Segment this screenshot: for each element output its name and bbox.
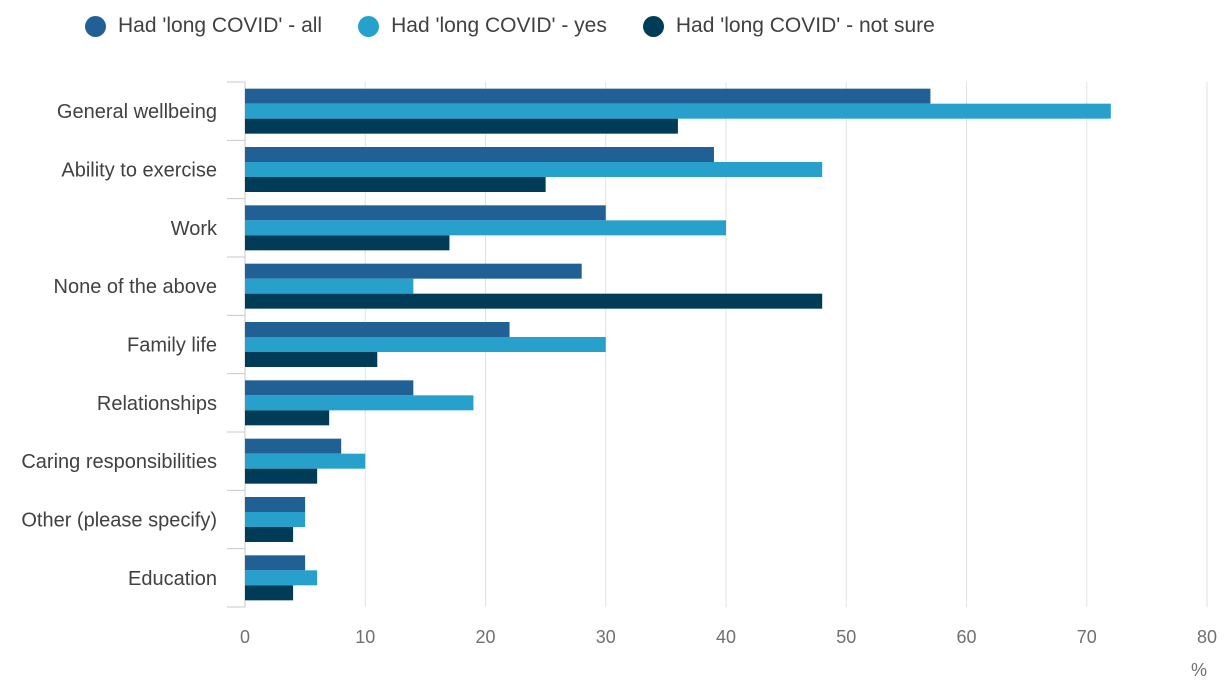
legend-label: Had 'long COVID' - all [118, 14, 323, 37]
bar [245, 235, 450, 251]
bar [245, 497, 306, 512]
bar [245, 147, 714, 162]
bar [245, 512, 306, 527]
bar [245, 570, 318, 586]
bar [245, 585, 294, 601]
x-tick-label: 40 [716, 627, 736, 647]
legend-item: Had 'long COVID' - yes [358, 14, 607, 38]
category-label: Work [171, 218, 218, 240]
category-label: None of the above [54, 276, 217, 298]
bar [245, 322, 510, 337]
bar [245, 395, 474, 411]
bar [245, 162, 823, 177]
category-label: General wellbeing [57, 101, 217, 123]
category-label: Ability to exercise [61, 160, 217, 182]
category-label: Education [128, 568, 217, 590]
bar [245, 293, 823, 309]
bar [245, 118, 678, 134]
legend: Had 'long COVID' - all Had 'long COVID' -… [85, 12, 971, 40]
legend-dot-icon [85, 15, 106, 37]
legend-dot-icon [642, 15, 664, 37]
legend-item: Had 'long COVID' - all [85, 14, 322, 38]
category-label: Family life [127, 335, 217, 357]
bar [245, 205, 606, 221]
bar [245, 555, 306, 571]
x-tick-label: 60 [956, 627, 976, 647]
x-tick-label: 30 [596, 627, 616, 647]
bar [245, 453, 366, 469]
legend-label: Had 'long COVID' - not sure [675, 14, 935, 37]
x-tick-label: 80 [1197, 627, 1217, 647]
bar [245, 468, 318, 484]
x-tick-label: 10 [355, 627, 375, 647]
bar [245, 278, 414, 294]
bar [245, 380, 414, 396]
x-tick-label: 0 [240, 627, 250, 647]
x-tick-label: 20 [475, 627, 495, 647]
bar [245, 88, 931, 104]
bar [245, 438, 342, 454]
category-label: Relationships [97, 393, 217, 415]
bar [245, 103, 1111, 119]
bar [245, 527, 294, 542]
bar [245, 410, 330, 426]
bar [245, 352, 378, 367]
legend-item: Had 'long COVID' - not sure [642, 14, 935, 38]
legend-dot-icon [358, 15, 380, 37]
bar [245, 177, 546, 192]
category-label: Other (please specify) [21, 510, 217, 532]
legend-label: Had 'long COVID' - yes [391, 14, 607, 37]
x-axis-unit-label: % [1191, 660, 1207, 680]
x-tick-label: 70 [1077, 627, 1097, 647]
category-label: Caring responsibilities [21, 451, 217, 473]
bar [245, 337, 606, 352]
bar [245, 220, 726, 236]
bar [245, 263, 582, 279]
x-tick-label: 50 [836, 627, 856, 647]
